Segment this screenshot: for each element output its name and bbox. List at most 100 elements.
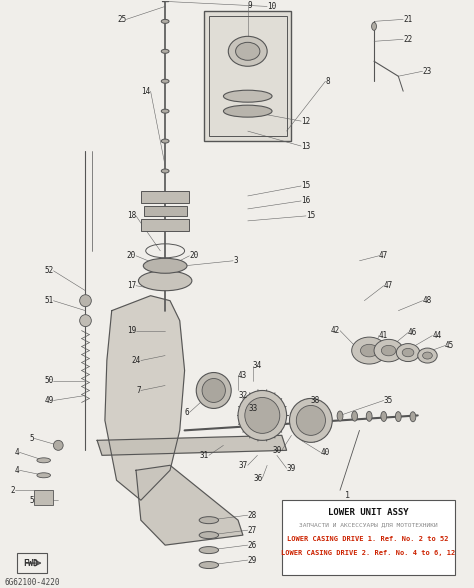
Ellipse shape [143, 258, 187, 273]
Text: 21: 21 [403, 15, 412, 24]
Text: 6G62100-4220: 6G62100-4220 [5, 577, 60, 586]
Bar [34, 490, 54, 505]
Ellipse shape [395, 412, 401, 422]
Ellipse shape [402, 348, 414, 357]
Bar [204, 11, 292, 141]
Text: 31: 31 [200, 451, 209, 460]
Text: 34: 34 [253, 361, 262, 370]
Text: 44: 44 [432, 331, 442, 340]
Text: 37: 37 [238, 461, 248, 470]
Text: 23: 23 [423, 67, 432, 76]
Text: 6: 6 [185, 408, 190, 417]
Ellipse shape [423, 352, 432, 359]
Ellipse shape [381, 345, 396, 356]
Bar [141, 219, 190, 231]
Text: 32: 32 [238, 391, 248, 400]
Ellipse shape [223, 90, 272, 102]
Text: 1: 1 [345, 491, 350, 500]
Bar [209, 16, 287, 136]
Text: 36: 36 [253, 474, 262, 483]
Bar [18, 553, 46, 573]
Text: 20: 20 [127, 251, 136, 260]
Ellipse shape [161, 19, 169, 24]
Text: 52: 52 [44, 266, 54, 275]
Ellipse shape [37, 473, 51, 478]
Bar [282, 500, 455, 575]
Text: 47: 47 [379, 251, 388, 260]
Text: 14: 14 [141, 86, 151, 96]
Text: 46: 46 [408, 328, 417, 337]
Text: 27: 27 [248, 526, 257, 534]
Ellipse shape [381, 412, 387, 422]
Circle shape [202, 379, 226, 402]
Circle shape [54, 440, 63, 450]
Ellipse shape [199, 517, 219, 524]
Ellipse shape [199, 562, 219, 569]
Ellipse shape [161, 79, 169, 83]
Circle shape [196, 373, 231, 409]
Text: 5: 5 [29, 496, 34, 505]
Text: 26: 26 [248, 540, 257, 550]
Text: 13: 13 [301, 142, 310, 151]
Text: 28: 28 [248, 510, 257, 520]
Text: 49: 49 [44, 396, 54, 405]
Text: 4: 4 [15, 466, 19, 475]
Ellipse shape [223, 105, 272, 117]
Ellipse shape [396, 343, 419, 362]
Text: 19: 19 [127, 326, 136, 335]
Text: 17: 17 [127, 281, 136, 290]
Text: 12: 12 [301, 116, 310, 126]
Text: 9: 9 [248, 1, 252, 10]
Text: 42: 42 [331, 326, 340, 335]
Text: 29: 29 [248, 556, 257, 564]
Text: 40: 40 [320, 448, 330, 457]
Text: 2: 2 [10, 486, 15, 495]
Ellipse shape [161, 109, 169, 113]
Ellipse shape [418, 348, 437, 363]
Text: 7: 7 [136, 386, 141, 395]
Text: 45: 45 [445, 341, 454, 350]
Text: 50: 50 [44, 376, 54, 385]
Circle shape [290, 399, 332, 442]
Text: 39: 39 [287, 464, 296, 473]
Ellipse shape [199, 532, 219, 539]
Ellipse shape [337, 411, 343, 421]
Text: 24: 24 [132, 356, 141, 365]
Ellipse shape [236, 42, 260, 61]
Text: 3: 3 [233, 256, 238, 265]
Ellipse shape [138, 270, 192, 290]
Text: 43: 43 [238, 371, 247, 380]
Text: 18: 18 [127, 212, 136, 220]
Text: 16: 16 [301, 196, 310, 205]
Ellipse shape [352, 411, 357, 421]
Ellipse shape [161, 169, 169, 173]
Ellipse shape [37, 458, 51, 463]
Ellipse shape [352, 337, 387, 364]
Text: 47: 47 [384, 281, 393, 290]
Text: 20: 20 [190, 251, 199, 260]
Bar [144, 206, 187, 216]
Text: 51: 51 [44, 296, 54, 305]
Text: FWD: FWD [24, 559, 38, 567]
Text: 38: 38 [311, 396, 320, 405]
Ellipse shape [161, 49, 169, 54]
Ellipse shape [228, 36, 267, 66]
Text: LOWER UNIT ASSY: LOWER UNIT ASSY [328, 507, 409, 517]
Ellipse shape [360, 345, 378, 357]
Text: 33: 33 [248, 404, 257, 413]
Ellipse shape [199, 547, 219, 553]
Text: 15: 15 [301, 182, 310, 191]
Text: LOWER CASING DRIVE 1. Ref. No. 2 to 52: LOWER CASING DRIVE 1. Ref. No. 2 to 52 [287, 536, 449, 542]
Text: 30: 30 [273, 446, 282, 455]
Text: LOWER CASING DRIVE 2. Ref. No. 4 to 6, 12: LOWER CASING DRIVE 2. Ref. No. 4 to 6, 1… [281, 550, 456, 556]
Polygon shape [97, 435, 287, 455]
Text: 25: 25 [117, 15, 126, 24]
Text: 5: 5 [29, 434, 34, 443]
Circle shape [80, 295, 91, 307]
Text: 8: 8 [326, 76, 330, 86]
Circle shape [238, 390, 287, 440]
Ellipse shape [410, 412, 416, 422]
Text: 4: 4 [15, 448, 19, 457]
Circle shape [296, 406, 326, 435]
Ellipse shape [372, 22, 376, 31]
